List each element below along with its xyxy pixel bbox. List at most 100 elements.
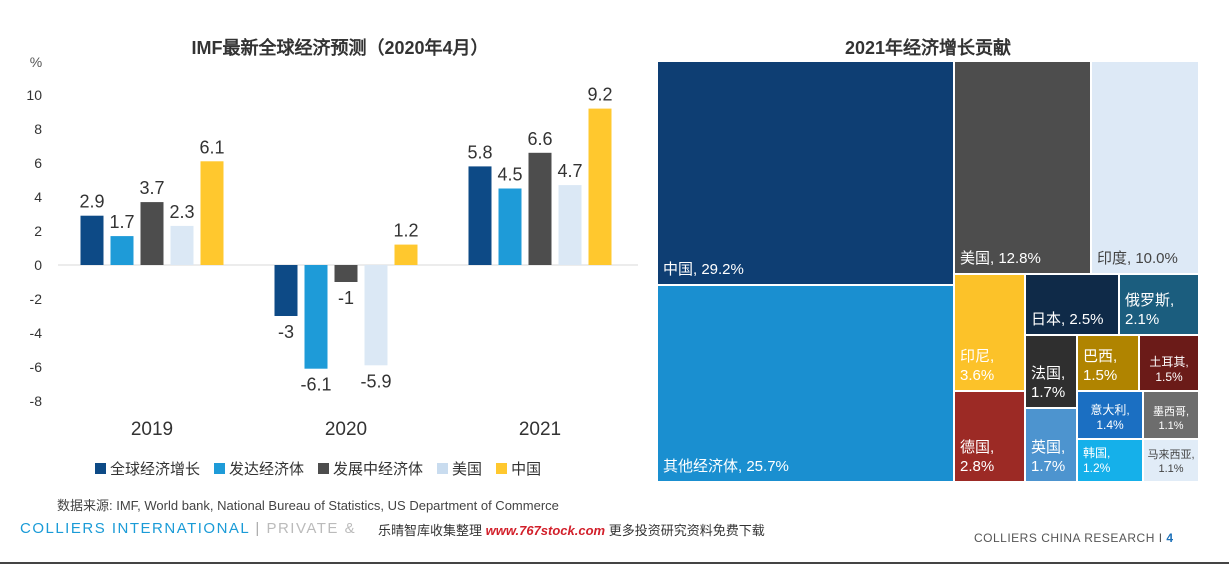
y-tick-label: 0 [34,257,42,273]
x-category-label: 2021 [519,419,561,440]
treemap-cell-label: 法国, 1.7% [1031,365,1066,401]
treemap-cell-label: 中国, 29.2% [663,261,744,278]
treemap-cell: 日本, 2.5% [1025,274,1119,335]
legend-swatch [437,463,449,474]
legend-item: 中国 [496,458,541,479]
bar-chart-title: IMF最新全球经济预测（2020年4月） [191,38,489,58]
bar-value-label: -3 [278,322,294,342]
treemap-cell-label: 英国, 1.7% [1031,439,1066,475]
y-axis-unit: % [30,54,42,70]
treemap-cell: 墨西哥, 1.1% [1143,391,1199,439]
bar [498,188,522,265]
bar [170,225,194,265]
footer-divider [0,562,1229,564]
bar [588,108,612,265]
brand-name: COLLIERS INTERNATIONAL [20,520,250,537]
treemap-cell: 美国, 12.8% [954,61,1091,274]
watermark-url[interactable]: www.767stock.com [485,523,606,538]
page-number: 4 [1166,531,1174,545]
bar-chart: % 10 8 6 4 2 0 -2 -4 -6 -8 2019 2.91.73.72.3 6.1 2020 -… [26,54,638,440]
bar-value-label: 1.7 [109,212,134,232]
y-tick-label: 4 [34,189,42,205]
bar [80,215,104,265]
watermark: 乐晴智库收集整理 www.767stock.com 更多投资研究资料免费下载 [378,520,765,539]
x-category-label: 2020 [325,419,367,440]
research-separator: I [1158,531,1163,545]
treemap-title: 2021年经济增长贡献 [844,38,1012,58]
footer-research: COLLIERS CHINA RESEARCH I 4 [974,531,1174,545]
legend-swatch [95,463,106,474]
bar [364,265,388,366]
treemap-cell: 土耳其, 1.5% [1139,335,1199,391]
treemap-cell: 韩国, 1.2% [1077,439,1143,482]
bar-value-label: -5.9 [360,371,391,391]
bar [274,265,298,316]
treemap-cell: 法国, 1.7% [1025,335,1077,408]
bar [304,265,328,369]
legend-label: 发展中经济体 [333,461,424,478]
treemap-cell-label: 印尼, 3.6% [960,348,995,384]
treemap-cell: 意大利, 1.4% [1077,391,1143,439]
treemap-cell-label: 韩国, 1.2% [1083,446,1111,475]
treemap-cell-label: 日本, 2.5% [1031,311,1104,328]
legend-swatch [214,463,226,474]
treemap-cell: 德国, 2.8% [954,391,1025,482]
treemap-cell-label: 巴西, 1.5% [1083,348,1118,384]
treemap-cell: 中国, 29.2% [657,61,954,285]
y-tick-label: 10 [26,87,42,103]
y-tick-label: 2 [34,223,42,239]
treemap-cell-label: 其他经济体, 25.7% [663,458,789,475]
brand-private-text: PRIVATE & [266,520,357,537]
bar [200,161,224,265]
legend-label: 发达经济体 [229,461,305,478]
legend-label: 全球经济增长 [110,461,201,478]
treemap-cell-label: 土耳其, 1.5% [1149,355,1189,384]
bar [468,166,492,265]
legend-swatch [318,463,330,474]
treemap-cell: 马来西亚, 1.1% [1143,439,1199,482]
watermark-prefix: 乐晴智库收集整理 [378,523,483,538]
bar-value-label: 1.2 [393,221,418,241]
bar [140,202,164,265]
bar-chart-legend: 全球经济增长 发达经济体 发展中经济体 美国 中国 [95,458,541,479]
y-tick-label: -4 [30,325,43,341]
bar [334,265,358,282]
watermark-suffix: 更多投资研究资料免费下载 [608,523,765,538]
treemap-cell: 印尼, 3.6% [954,274,1025,391]
legend-label: 中国 [511,461,542,478]
brand-separator: | [255,520,261,537]
y-tick-label: 8 [34,121,42,137]
treemap-cell-label: 马来西亚, 1.1% [1147,449,1195,475]
legend-item: 美国 [437,458,482,479]
bar [528,152,552,265]
treemap-cell: 其他经济体, 25.7% [657,285,954,482]
treemap-cell: 印度, 10.0% [1091,61,1199,274]
bar-value-label: 2.3 [169,202,194,222]
bar-value-label: 4.5 [497,165,522,185]
legend-item: 全球经济增长 [95,458,200,479]
bar-value-label: 6.6 [527,129,552,149]
y-tick-label: 6 [34,155,42,171]
treemap-cell-label: 墨西哥, 1.1% [1152,406,1190,432]
bar [558,185,582,265]
treemap-cell-label: 俄罗斯, 2.1% [1125,292,1175,328]
y-tick-label: -6 [30,359,43,375]
treemap-cell-label: 美国, 12.8% [960,250,1041,267]
legend-label: 美国 [452,461,483,478]
legend-swatch [496,463,508,474]
bar-value-label: -1 [338,288,354,308]
treemap-cell: 巴西, 1.5% [1077,335,1139,391]
data-source-note: 数据来源: IMF, World bank, National Bureau o… [57,498,559,513]
footer-brand: COLLIERS INTERNATIONAL | PRIVATE & [20,520,356,537]
bar-value-label: -6.1 [300,375,331,395]
research-label: COLLIERS CHINA RESEARCH [974,531,1155,545]
bar-value-label: 5.8 [467,142,492,162]
legend-item: 发达经济体 [214,458,304,479]
treemap-cell-label: 德国, 2.8% [960,439,995,475]
treemap-cell: 俄罗斯, 2.1% [1119,274,1199,335]
bar-value-label: 2.9 [79,192,104,212]
treemap-cell: 英国, 1.7% [1025,408,1077,482]
treemap-cell-label: 印度, 10.0% [1097,250,1178,267]
treemap-cell-label: 意大利, 1.4% [1090,403,1130,432]
